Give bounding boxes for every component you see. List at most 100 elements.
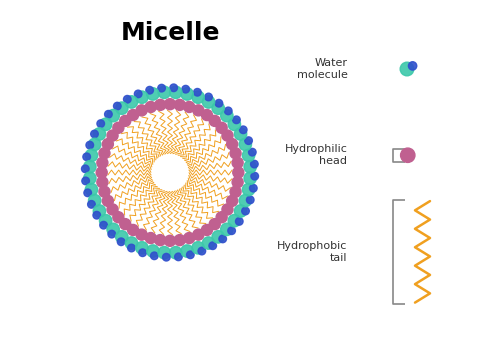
Circle shape <box>202 225 212 236</box>
Circle shape <box>216 122 227 133</box>
Circle shape <box>212 102 224 114</box>
Circle shape <box>226 195 237 206</box>
Circle shape <box>209 115 220 126</box>
Circle shape <box>108 230 116 238</box>
Circle shape <box>232 177 243 188</box>
Circle shape <box>202 96 214 108</box>
Circle shape <box>239 194 252 207</box>
Circle shape <box>234 205 247 217</box>
Circle shape <box>244 160 256 173</box>
Circle shape <box>224 107 232 115</box>
Circle shape <box>215 99 222 107</box>
Circle shape <box>212 231 224 243</box>
Circle shape <box>126 237 138 249</box>
Circle shape <box>82 177 90 185</box>
Circle shape <box>146 88 159 100</box>
Circle shape <box>174 253 182 261</box>
Circle shape <box>170 246 182 259</box>
Circle shape <box>228 227 235 235</box>
Circle shape <box>240 126 247 134</box>
Circle shape <box>250 160 258 168</box>
Circle shape <box>88 194 101 207</box>
Circle shape <box>116 102 128 114</box>
Circle shape <box>164 99 175 110</box>
Circle shape <box>181 245 194 257</box>
Circle shape <box>170 84 177 91</box>
Circle shape <box>232 157 243 168</box>
Circle shape <box>146 245 159 257</box>
Circle shape <box>107 130 118 141</box>
Circle shape <box>236 218 243 225</box>
Circle shape <box>154 156 186 189</box>
Circle shape <box>113 212 124 223</box>
Circle shape <box>251 172 258 180</box>
Circle shape <box>233 167 244 178</box>
Circle shape <box>246 196 254 204</box>
Circle shape <box>220 109 233 122</box>
Circle shape <box>209 242 216 249</box>
Circle shape <box>93 211 100 219</box>
Circle shape <box>139 249 146 257</box>
Circle shape <box>244 172 256 185</box>
Circle shape <box>99 186 110 197</box>
Circle shape <box>107 204 118 215</box>
Circle shape <box>118 238 125 246</box>
Circle shape <box>93 128 106 140</box>
Circle shape <box>204 93 212 101</box>
Circle shape <box>145 233 156 244</box>
Circle shape <box>90 130 98 138</box>
Circle shape <box>93 205 106 217</box>
Circle shape <box>182 86 190 93</box>
Circle shape <box>230 148 241 159</box>
Circle shape <box>136 241 148 254</box>
Circle shape <box>124 96 131 103</box>
Circle shape <box>97 120 104 127</box>
Circle shape <box>158 86 170 99</box>
Circle shape <box>400 62 414 76</box>
Circle shape <box>174 99 185 110</box>
Circle shape <box>128 244 136 252</box>
Circle shape <box>155 99 166 110</box>
Circle shape <box>194 88 201 96</box>
Circle shape <box>192 241 204 254</box>
Text: Micelle: Micelle <box>120 21 220 45</box>
Circle shape <box>174 235 185 246</box>
Circle shape <box>100 215 112 227</box>
Circle shape <box>146 86 154 94</box>
Circle shape <box>136 229 147 240</box>
Circle shape <box>82 165 89 172</box>
Circle shape <box>216 212 227 223</box>
Circle shape <box>245 137 252 145</box>
Circle shape <box>234 128 247 140</box>
Text: Hydrophobic
tail: Hydrophobic tail <box>277 241 347 263</box>
Circle shape <box>170 86 182 99</box>
Circle shape <box>242 184 255 196</box>
Circle shape <box>104 110 112 118</box>
Circle shape <box>222 204 233 215</box>
Circle shape <box>400 148 415 162</box>
Circle shape <box>155 235 166 246</box>
Circle shape <box>222 130 233 141</box>
Circle shape <box>158 246 170 259</box>
Circle shape <box>192 91 204 103</box>
Circle shape <box>209 219 220 230</box>
Circle shape <box>136 105 147 116</box>
Circle shape <box>126 96 138 108</box>
Circle shape <box>113 122 124 133</box>
Circle shape <box>193 105 204 116</box>
Circle shape <box>96 167 107 178</box>
Circle shape <box>226 139 237 150</box>
Circle shape <box>408 62 417 70</box>
Circle shape <box>228 118 240 130</box>
Text: Water
molecule: Water molecule <box>296 58 348 80</box>
Circle shape <box>120 115 131 126</box>
Circle shape <box>88 138 101 151</box>
Circle shape <box>85 149 98 161</box>
Circle shape <box>86 141 94 149</box>
Circle shape <box>150 252 158 259</box>
Circle shape <box>145 101 156 112</box>
Circle shape <box>128 109 138 120</box>
Circle shape <box>97 177 108 188</box>
Circle shape <box>186 251 194 259</box>
Circle shape <box>100 118 112 130</box>
